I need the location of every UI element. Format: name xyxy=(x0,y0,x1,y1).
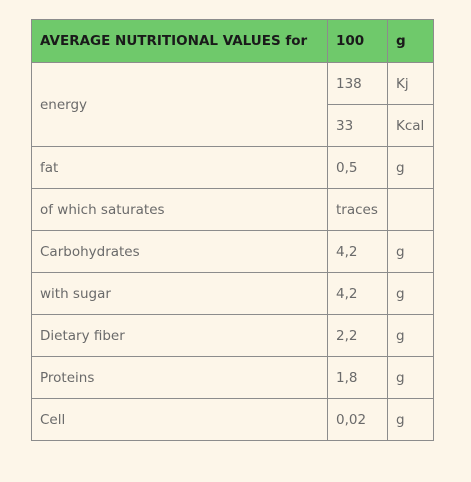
row-label: Carbohydrates xyxy=(31,230,328,273)
value-cell: 0,02 xyxy=(327,398,388,441)
row-label: of which saturates xyxy=(31,188,328,231)
value-cell: traces xyxy=(327,188,388,231)
table-row: Carbohydrates 4,2 g xyxy=(31,230,435,273)
unit-cell: Kj xyxy=(386,62,435,105)
header-cell: AVERAGE NUTRITIONAL VALUES for xyxy=(31,19,328,63)
header-cell: 100 xyxy=(327,19,388,63)
row-label: fat xyxy=(31,146,328,189)
row-label: Proteins xyxy=(31,356,328,399)
header-row: AVERAGE NUTRITIONAL VALUES for 100 g xyxy=(31,19,435,63)
row-label: energy xyxy=(31,62,328,147)
row-label: Dietary fiber xyxy=(31,314,328,357)
unit-cell: g xyxy=(386,314,435,357)
table-row: 33 Kcal xyxy=(32,104,435,147)
value-cell: 1,8 xyxy=(327,356,388,399)
value-cell: 138 xyxy=(327,62,388,105)
row-label: with sugar xyxy=(31,272,328,315)
table-row: Cell 0,02 g xyxy=(31,398,435,441)
row-label: Cell xyxy=(31,398,328,441)
nutrition-table: AVERAGE NUTRITIONAL VALUES for 100 g ene… xyxy=(31,19,435,441)
table-row: Dietary fiber 2,2 g xyxy=(31,314,435,357)
unit-cell: Kcal xyxy=(386,104,435,147)
table-body: energy 138 Kj 33 Kcal fat 0,5 g of which saturat… xyxy=(31,62,435,441)
unit-cell xyxy=(386,188,435,231)
value-cell: 33 xyxy=(327,104,388,147)
table-row: with sugar 4,2 g xyxy=(31,272,435,315)
table-row: Proteins 1,8 g xyxy=(31,356,435,399)
unit-cell: g xyxy=(386,146,435,189)
table-row: energy 138 Kj xyxy=(31,62,435,147)
unit-cell: g xyxy=(386,272,435,315)
value-cell: 2,2 xyxy=(327,314,388,357)
value-cell: 0,5 xyxy=(327,146,388,189)
header-cell: g xyxy=(386,19,435,63)
unit-cell: g xyxy=(386,356,435,399)
value-cell: 4,2 xyxy=(327,230,388,273)
table-row: of which saturates traces xyxy=(31,188,435,231)
table-row: fat 0,5 g xyxy=(31,146,435,189)
table-header: AVERAGE NUTRITIONAL VALUES for 100 g xyxy=(31,19,435,63)
unit-cell: g xyxy=(386,230,435,273)
value-cell: 4,2 xyxy=(327,272,388,315)
unit-cell: g xyxy=(386,398,435,441)
